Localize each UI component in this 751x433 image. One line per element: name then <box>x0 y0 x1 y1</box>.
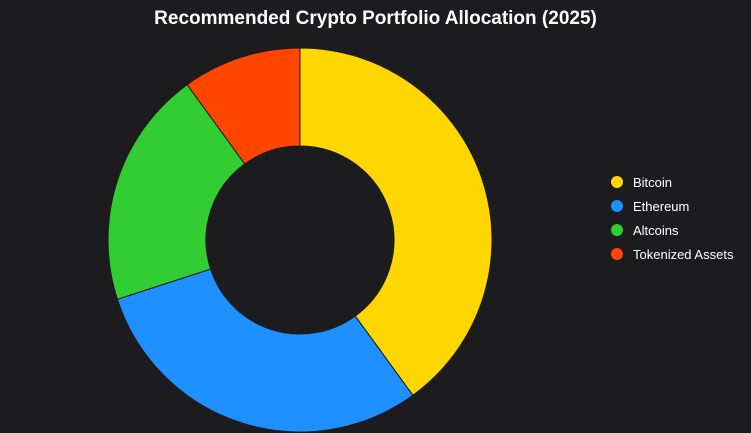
legend-item-altcoins[interactable]: Altcoins <box>611 218 733 242</box>
legend-swatch-altcoins <box>611 224 623 236</box>
legend-item-tokenized-assets[interactable]: Tokenized Assets <box>611 242 733 266</box>
chart-title: Recommended Crypto Portfolio Allocation … <box>154 8 597 29</box>
slice-bitcoin[interactable] <box>299 47 493 397</box>
legend-swatch-bitcoin <box>611 176 623 188</box>
legend-swatch-tokenized-assets <box>611 248 623 260</box>
legend-label-ethereum: Ethereum <box>633 198 690 214</box>
legend-label-tokenized-assets: Tokenized Assets <box>633 246 734 262</box>
slice-altcoins[interactable] <box>107 83 246 300</box>
slice-tokenized-assets[interactable] <box>186 47 301 165</box>
chart-legend: Bitcoin Ethereum Altcoins Tokenized Asse… <box>611 170 733 266</box>
slice-ethereum[interactable] <box>116 268 414 433</box>
legend-swatch-ethereum <box>611 200 623 212</box>
legend-label-bitcoin: Bitcoin <box>633 174 673 190</box>
legend-item-ethereum[interactable]: Ethereum <box>611 194 733 218</box>
legend-label-altcoins: Altcoins <box>633 222 679 238</box>
legend-item-bitcoin[interactable]: Bitcoin <box>611 170 733 194</box>
